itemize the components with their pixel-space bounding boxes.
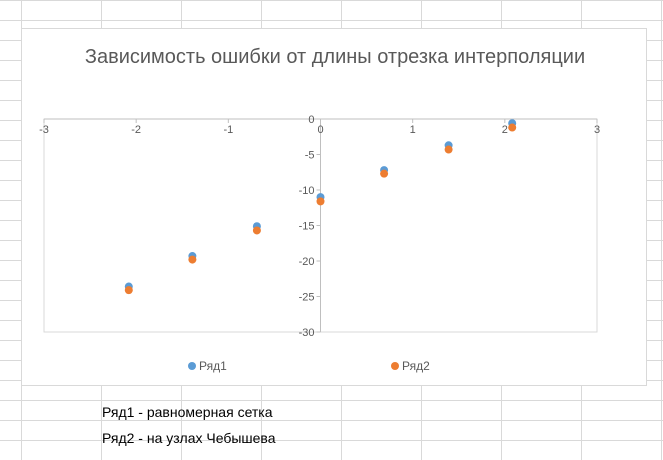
y-tick-label: -30 bbox=[299, 327, 315, 339]
x-tick-label: -1 bbox=[223, 124, 233, 136]
y-tick-label: 0 bbox=[308, 114, 314, 126]
y-tick-labels: 0 -5 -10 -15 -20 -25 -30 bbox=[299, 114, 321, 339]
y-tick-label: -5 bbox=[305, 150, 315, 162]
x-tick-label: 1 bbox=[410, 124, 416, 136]
note-series-1[interactable]: Ряд1 - равномерная сетка bbox=[102, 404, 273, 420]
chart-area[interactable]: Зависимость ошибки от длины отрезка инте… bbox=[21, 28, 647, 386]
y-tick-label: -10 bbox=[299, 185, 315, 197]
y-tick-label: -15 bbox=[299, 221, 315, 233]
y-tick-label: -20 bbox=[299, 256, 315, 268]
data-point bbox=[124, 286, 133, 295]
x-tick-label: -3 bbox=[39, 124, 49, 136]
data-point bbox=[444, 145, 453, 154]
y-tick-label: -25 bbox=[299, 292, 315, 304]
legend-marker-2 bbox=[391, 362, 399, 370]
x-tick-label: 2 bbox=[502, 124, 508, 136]
legend-label-2: Ряд2 bbox=[402, 359, 430, 373]
legend: Ряд1 Ряд2 bbox=[188, 359, 430, 373]
series-2 bbox=[124, 123, 517, 295]
data-points bbox=[124, 119, 517, 295]
data-point bbox=[380, 169, 389, 178]
legend-label-1: Ряд1 bbox=[199, 359, 227, 373]
data-point bbox=[252, 226, 261, 235]
scatter-plot: -3 -2 -1 0 1 2 3 0-5-10-15-20-25-30 Ряд1 Ряд2 bbox=[39, 114, 600, 373]
x-tick-label: 0 bbox=[317, 124, 323, 136]
x-tick-labels: -3 -2 -1 0 1 2 3 bbox=[39, 119, 600, 136]
chart-title: Зависимость ошибки от длины отрезка инте… bbox=[84, 46, 586, 68]
data-point bbox=[316, 197, 325, 206]
x-tick-label: 3 bbox=[594, 124, 600, 136]
note-series-2[interactable]: Ряд2 - на узлах Чебышева bbox=[102, 430, 276, 446]
x-tick-label: -2 bbox=[131, 124, 141, 136]
data-point bbox=[188, 255, 197, 264]
legend-marker-1 bbox=[188, 362, 196, 370]
data-point bbox=[508, 123, 517, 132]
